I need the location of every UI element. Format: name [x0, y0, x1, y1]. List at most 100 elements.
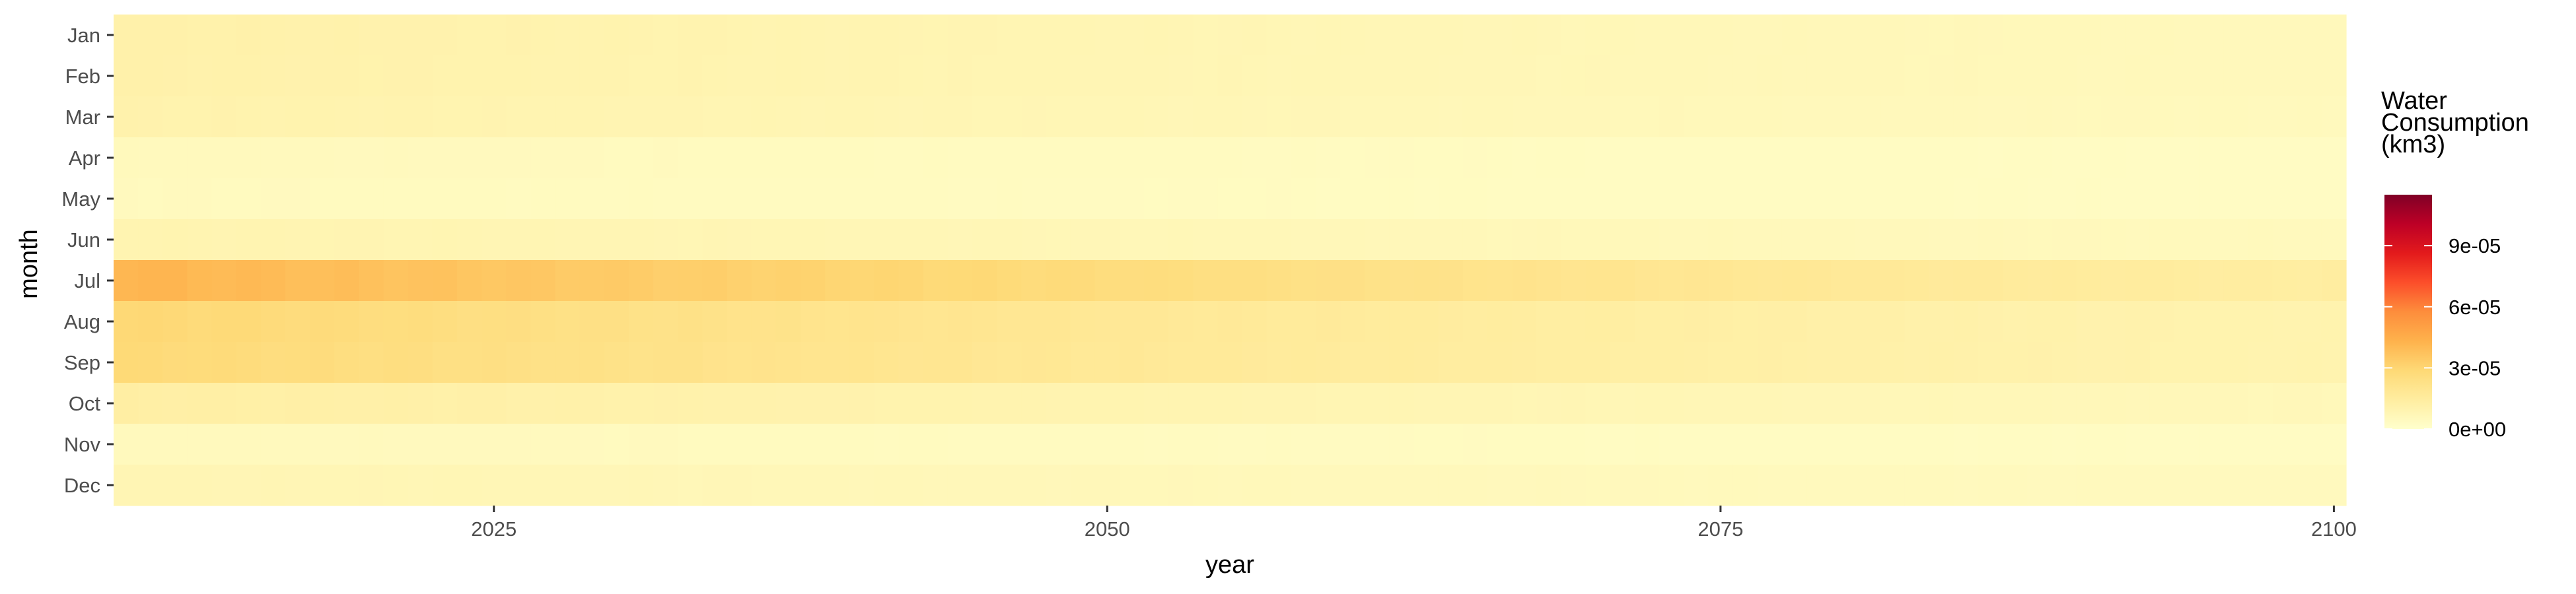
heatmap-cell — [359, 260, 384, 302]
heatmap-cell — [383, 342, 409, 383]
heatmap-cell — [1242, 383, 1268, 424]
heatmap-cell — [187, 219, 213, 261]
heatmap-cell — [457, 465, 482, 506]
heatmap-cell — [2174, 260, 2200, 302]
heatmap-cell — [1610, 15, 1635, 56]
heatmap-cell — [260, 342, 286, 383]
heatmap-cell — [1316, 55, 1341, 97]
heatmap-cell — [1266, 383, 1292, 424]
heatmap-cell — [1512, 137, 1537, 179]
heatmap-cell — [457, 383, 482, 424]
heatmap-cell — [1438, 219, 1464, 261]
heatmap-cell — [2321, 260, 2347, 302]
heatmap-cell — [162, 96, 188, 138]
heatmap-cell — [1291, 424, 1316, 465]
heatmap-cell — [727, 301, 752, 343]
heatmap-cell — [1978, 424, 2003, 465]
heatmap-cell — [1046, 383, 1071, 424]
heatmap-cell — [2076, 96, 2102, 138]
heatmap-cell — [2321, 137, 2347, 179]
heatmap-cell — [1733, 301, 1758, 343]
heatmap-cell — [825, 342, 850, 383]
heatmap-cell — [579, 465, 605, 506]
heatmap-cell — [506, 301, 532, 343]
heatmap-cell — [1487, 55, 1513, 97]
heatmap-cell — [2149, 137, 2175, 179]
heatmap-cell — [874, 178, 900, 220]
heatmap-cell — [2248, 219, 2273, 261]
heatmap-cell — [1340, 465, 1365, 506]
heatmap-cell — [457, 260, 482, 302]
heatmap-cell — [285, 301, 310, 343]
heatmap-cell — [334, 96, 360, 138]
y-tick-label-feb: Feb — [65, 65, 100, 88]
heatmap-cell — [1561, 260, 1587, 302]
heatmap-cell — [187, 260, 213, 302]
heatmap-cell — [1659, 15, 1684, 56]
heatmap-cell — [997, 342, 1022, 383]
heatmap-cell — [1070, 424, 1096, 465]
heatmap-cell — [849, 424, 875, 465]
heatmap-cell — [1438, 55, 1464, 97]
heatmap-cell — [1781, 260, 1807, 302]
heatmap-cell — [678, 137, 703, 179]
heatmap-cell — [579, 219, 605, 261]
heatmap-cell — [874, 465, 900, 506]
heatmap-cell — [383, 219, 409, 261]
heatmap-cell — [2100, 342, 2126, 383]
heatmap-cell — [138, 15, 163, 56]
heatmap-cell — [678, 15, 703, 56]
heatmap-cell — [947, 178, 973, 220]
heatmap-cell — [2199, 15, 2224, 56]
heatmap-cell — [1610, 342, 1635, 383]
heatmap-cell — [1536, 301, 1562, 343]
heatmap-cell — [1487, 424, 1513, 465]
heatmap-cell — [1708, 55, 1734, 97]
heatmap-cell — [1855, 342, 1880, 383]
heatmap-cell — [1781, 465, 1807, 506]
heatmap-cell — [211, 96, 237, 138]
heatmap-cell — [1536, 178, 1562, 220]
heatmap-cell — [579, 301, 605, 343]
heatmap-cell — [211, 15, 237, 56]
heatmap-cell — [727, 178, 752, 220]
heatmap-cell — [1316, 301, 1341, 343]
heatmap-cell — [530, 55, 556, 97]
heatmap-cell — [653, 260, 678, 302]
heatmap-cell — [1316, 260, 1341, 302]
heatmap-cell — [114, 15, 139, 56]
heatmap-cell — [1266, 424, 1292, 465]
heatmap-cell — [482, 96, 507, 138]
heatmap-cell — [334, 260, 360, 302]
heatmap-cell — [775, 424, 801, 465]
heatmap-cell — [2321, 96, 2347, 138]
heatmap-cell — [1610, 424, 1635, 465]
heatmap-cell — [1119, 96, 1145, 138]
y-tick-label-jan: Jan — [67, 24, 100, 47]
heatmap-cell — [2174, 55, 2200, 97]
heatmap-cell — [1978, 137, 2003, 179]
heatmap-cell — [972, 383, 997, 424]
heatmap-cell — [775, 15, 801, 56]
heatmap-cell — [849, 465, 875, 506]
heatmap-cell — [211, 342, 237, 383]
heatmap-cell — [1021, 96, 1047, 138]
heatmap-cell — [1708, 178, 1734, 220]
heatmap-cell — [1512, 260, 1537, 302]
heatmap-cell — [1119, 55, 1145, 97]
heatmap-cell — [1978, 15, 2003, 56]
heatmap-cell — [2003, 55, 2028, 97]
heatmap-cell — [2223, 178, 2249, 220]
heatmap-cell — [310, 137, 335, 179]
y-axis: Jan Feb Mar Apr May Jun Jul Aug Sep Oct Nov Dec — [61, 24, 114, 497]
heatmap-cell — [1291, 137, 1316, 179]
heatmap-cell — [898, 465, 924, 506]
heatmap-cell — [1487, 301, 1513, 343]
heatmap-cell — [408, 465, 433, 506]
heatmap-cell — [997, 301, 1022, 343]
heatmap-cell — [898, 219, 924, 261]
heatmap-cell — [211, 301, 237, 343]
heatmap-cell — [506, 55, 532, 97]
heatmap-cell — [1806, 219, 1832, 261]
